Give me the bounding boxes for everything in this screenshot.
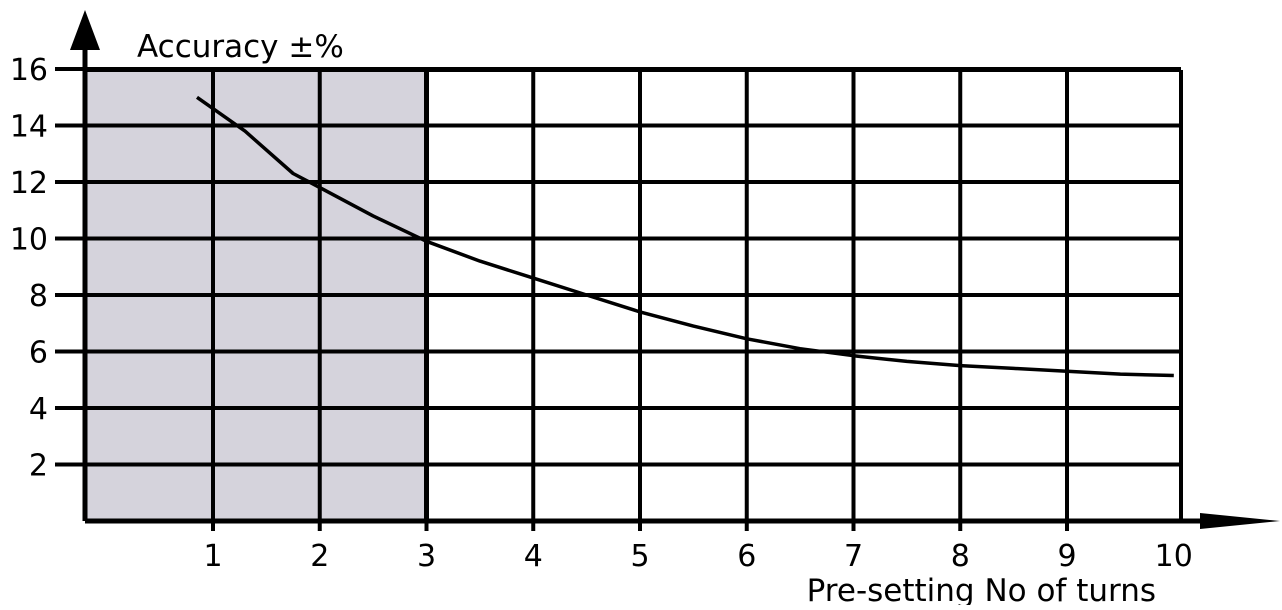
x-tick-label-8: 8 [951, 539, 970, 574]
x-tick-label-3: 3 [417, 539, 436, 574]
x-tick-label-7: 7 [844, 539, 863, 574]
y-tick-label-10: 10 [10, 223, 48, 258]
x-tick-label-4: 4 [524, 539, 543, 574]
y-axis-arrow-icon [70, 10, 100, 50]
x-axis-arrow-icon [1200, 513, 1280, 529]
x-tick-label-1: 1 [203, 539, 222, 574]
y-tick-label-14: 14 [10, 110, 48, 145]
x-tick-label-5: 5 [630, 539, 649, 574]
y-tick-label-6: 6 [29, 336, 48, 371]
x-tick-label-9: 9 [1057, 539, 1076, 574]
y-tick-label-16: 16 [10, 53, 48, 88]
x-axis-title: Pre-setting No of turns [807, 573, 1156, 605]
x-tick-label-10: 10 [1155, 539, 1193, 574]
y-tick-label-4: 4 [29, 392, 48, 427]
series-line-0 [195, 95, 1174, 378]
x-tick-label-6: 6 [737, 539, 756, 574]
x-tick-label-2: 2 [310, 539, 329, 574]
y-tick-label-2: 2 [29, 449, 48, 484]
y-axis-title: Accuracy ±% [137, 29, 344, 65]
y-tick-label-8: 8 [29, 279, 48, 314]
y-tick-label-12: 12 [10, 166, 48, 201]
